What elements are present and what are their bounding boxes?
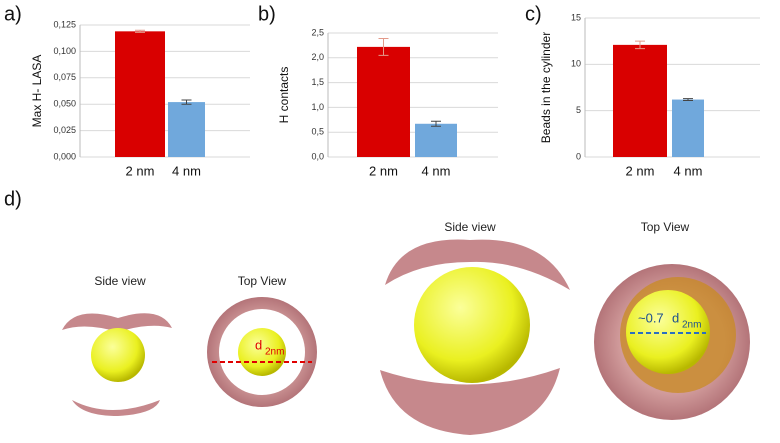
error-bar	[181, 99, 192, 105]
view-label: Top View	[238, 274, 287, 288]
y-tick-label: 15	[571, 12, 581, 22]
y-tick-label: 1,0	[311, 102, 324, 112]
x-tick-label: 2 nm	[126, 163, 155, 178]
y-tick-label: 2,5	[311, 27, 324, 37]
dimension-prefix: ~0.7	[638, 310, 664, 325]
y-tick-label: 1,5	[311, 77, 324, 87]
y-tick-label: 5	[576, 105, 581, 115]
error-bar	[378, 37, 389, 56]
x-tick-label: 4 nm	[172, 163, 201, 178]
y-tick-label: 2,0	[311, 52, 324, 62]
y-tick-label: 0,5	[311, 127, 324, 137]
x-tick-label: 4 nm	[674, 163, 703, 178]
error-bar	[431, 120, 441, 127]
y-tick-label: 0,025	[53, 125, 76, 135]
render-side-small	[62, 313, 172, 416]
bar	[168, 102, 205, 157]
panel-label: a)	[4, 3, 22, 25]
dimension-symbol: d	[255, 337, 262, 352]
error-bar	[135, 29, 145, 33]
x-tick-label: 2 nm	[369, 163, 398, 178]
y-tick-label: 10	[571, 59, 581, 69]
y-tick-label: 0,000	[53, 151, 76, 161]
y-axis-label: H contacts	[277, 67, 291, 124]
view-label: Side view	[94, 274, 146, 288]
view-label: Top View	[641, 220, 690, 234]
y-tick-label: 0	[576, 151, 581, 161]
panel-label: d)	[4, 188, 22, 210]
y-tick-label: 0,125	[53, 19, 76, 29]
render-top-small	[207, 297, 317, 407]
panel-label: c)	[525, 3, 542, 25]
y-tick-label: 0,075	[53, 72, 76, 82]
dimension-symbol: d	[672, 310, 679, 325]
dimension-subscript: 2nm	[265, 347, 284, 358]
y-axis-label: Max H- LASA	[30, 55, 44, 128]
y-tick-label: 0,100	[53, 46, 76, 56]
bar	[115, 31, 165, 158]
bar	[357, 46, 410, 157]
bar	[415, 123, 457, 157]
dimension-subscript: 2nm	[682, 320, 701, 331]
render-top-large	[594, 264, 750, 420]
y-tick-label: 0,0	[311, 151, 324, 161]
x-tick-label: 2 nm	[626, 163, 655, 178]
bar	[672, 99, 704, 157]
bar	[613, 44, 667, 157]
render-side-large	[380, 239, 570, 435]
y-tick-label: 0,050	[53, 99, 76, 109]
error-bar	[635, 40, 645, 50]
panel-label: b)	[258, 3, 276, 25]
error-bar	[683, 98, 693, 101]
view-label: Side view	[444, 220, 496, 234]
y-axis-label: Beads in the cylinder	[539, 32, 553, 143]
x-tick-label: 4 nm	[422, 163, 451, 178]
